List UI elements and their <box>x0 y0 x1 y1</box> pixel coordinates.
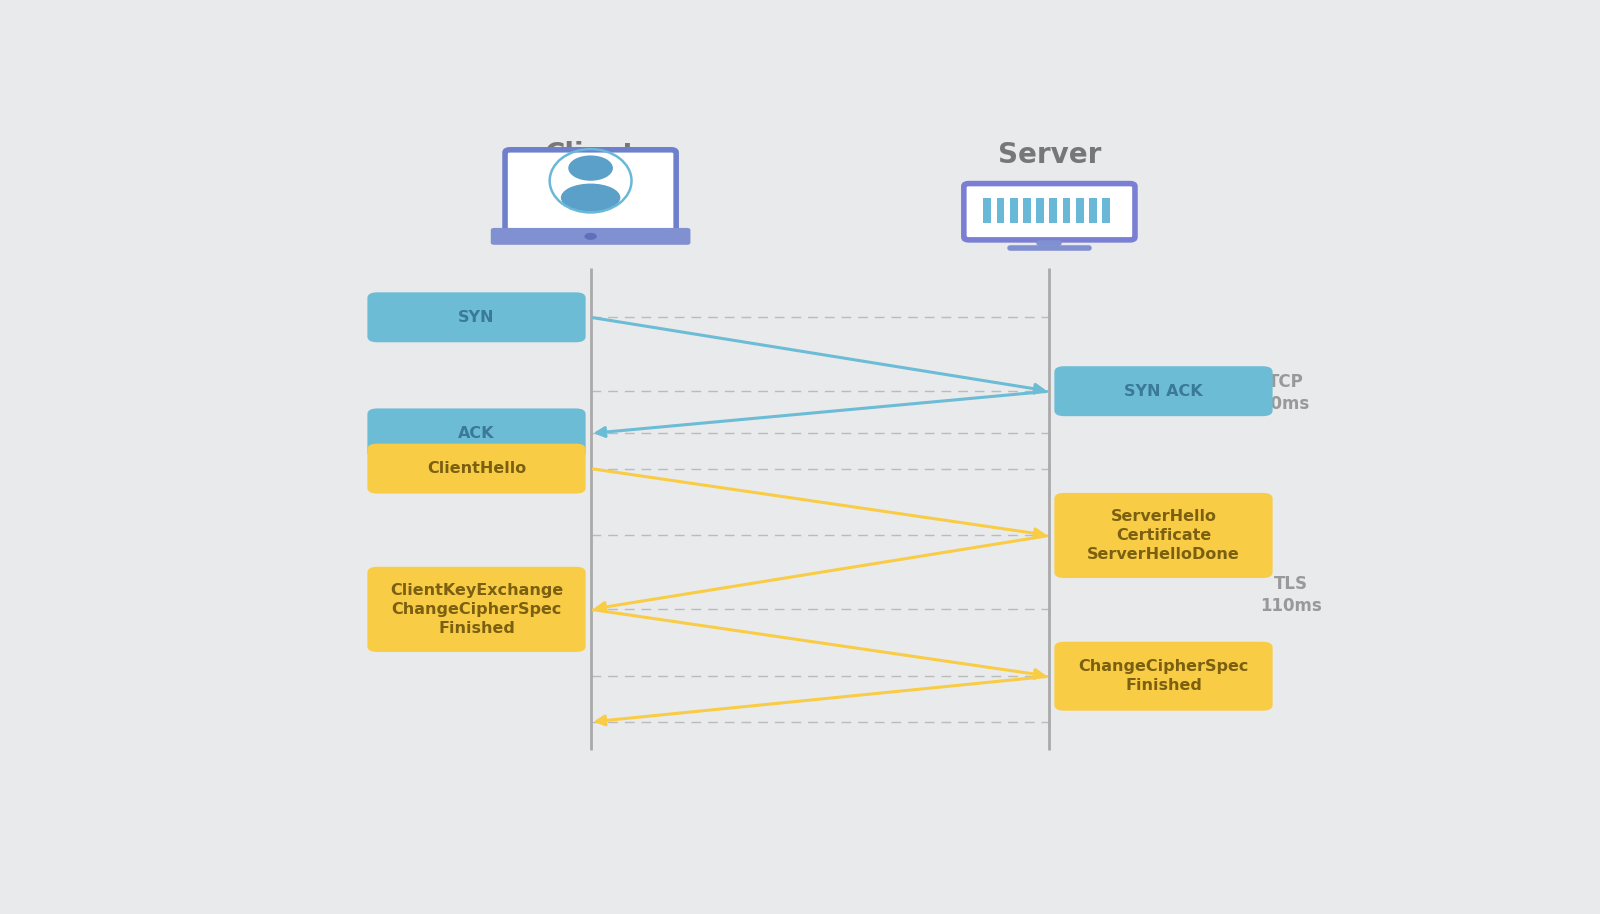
Bar <box>1022 197 1030 223</box>
Circle shape <box>584 233 597 239</box>
FancyBboxPatch shape <box>963 184 1134 239</box>
Bar <box>1010 197 1018 223</box>
Bar <box>1102 197 1110 223</box>
Text: ClientHello: ClientHello <box>427 461 526 476</box>
Text: ACK: ACK <box>458 426 494 441</box>
Bar <box>1037 197 1043 223</box>
Text: SYN: SYN <box>458 310 494 324</box>
Bar <box>1050 197 1058 223</box>
FancyBboxPatch shape <box>1054 642 1272 711</box>
Text: TLS
110ms: TLS 110ms <box>1261 575 1322 615</box>
FancyBboxPatch shape <box>1054 367 1272 416</box>
FancyBboxPatch shape <box>368 567 586 652</box>
FancyBboxPatch shape <box>368 409 586 459</box>
FancyBboxPatch shape <box>1054 493 1272 578</box>
Text: TCP
50ms: TCP 50ms <box>1261 373 1310 413</box>
FancyBboxPatch shape <box>506 150 677 233</box>
Text: ClientKeyExchange
ChangeCipherSpec
Finished: ClientKeyExchange ChangeCipherSpec Finis… <box>390 582 563 636</box>
FancyBboxPatch shape <box>368 443 586 494</box>
Bar <box>997 197 1005 223</box>
Text: ServerHello
Certificate
ServerHelloDone: ServerHello Certificate ServerHelloDone <box>1086 509 1240 562</box>
FancyBboxPatch shape <box>515 155 666 228</box>
Bar <box>1090 197 1098 223</box>
Text: SYN ACK: SYN ACK <box>1125 384 1203 399</box>
FancyBboxPatch shape <box>973 188 1126 235</box>
FancyBboxPatch shape <box>368 292 586 342</box>
Ellipse shape <box>562 184 621 212</box>
Text: ChangeCipherSpec
Finished: ChangeCipherSpec Finished <box>1078 659 1248 694</box>
Circle shape <box>568 155 613 181</box>
Bar <box>1075 197 1083 223</box>
Text: Client: Client <box>546 142 637 169</box>
FancyBboxPatch shape <box>491 228 691 245</box>
Bar <box>984 197 990 223</box>
Bar <box>1062 197 1070 223</box>
Text: Server: Server <box>998 142 1101 169</box>
